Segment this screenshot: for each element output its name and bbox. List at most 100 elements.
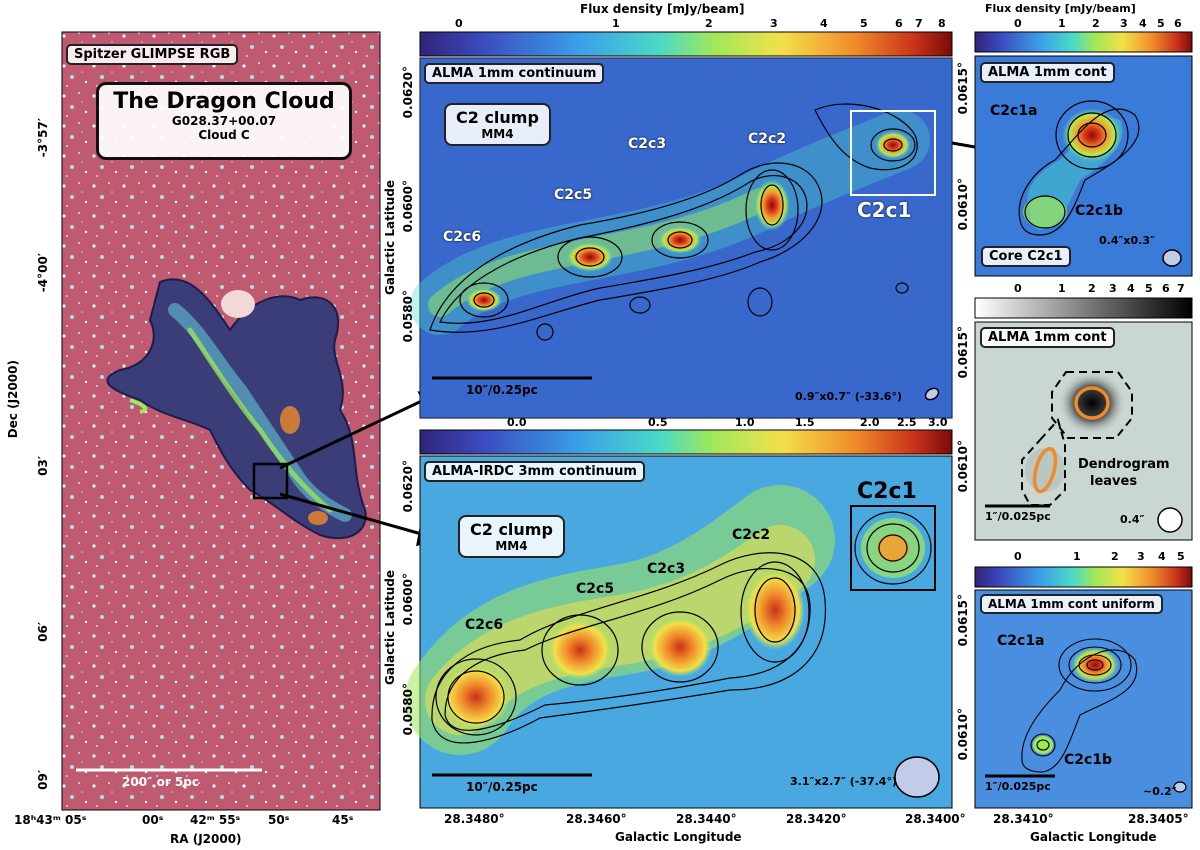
top-cbar-tick: 5 [860, 17, 868, 30]
rt-tag: ALMA 1mm cont [980, 62, 1115, 83]
rt-ytick: 0.0610° [956, 178, 970, 231]
top-ytick: 0.0600° [401, 180, 415, 233]
core3-label-c2c2: C2c2 [732, 527, 771, 543]
top-ylabel: Galactic Latitude [383, 180, 397, 296]
dragon-subtitle2: Cloud C [198, 128, 250, 142]
spitzer-xtick: 50ˢ [268, 813, 290, 827]
spitzer-xtick: 00ˢ [142, 813, 164, 827]
rt-cbar-title: Flux density [mJy/beam] [985, 2, 1136, 15]
rm-ytick: 0.0615° [956, 326, 970, 379]
bottom-xtick: 28.3400° [905, 812, 966, 826]
top-cbar-tick: 3 [770, 17, 778, 30]
rm-cbar-tick: 7 [1177, 282, 1185, 295]
dragon-title-box: The Dragon Cloud G028.37+00.07 Cloud C [96, 82, 352, 160]
spitzer-xtick: 45ˢ [332, 813, 354, 827]
bottom-cbar-tick: 3.0 [928, 416, 948, 429]
bottom-cbar-tick: 1.0 [735, 416, 755, 429]
bottom-clump-title: C2 clump [470, 520, 553, 539]
bottom-clump-box: C2 clump MM4 [458, 515, 565, 558]
top-ytick: 0.0580° [401, 290, 415, 343]
top-cbar-tick: 1 [612, 17, 620, 30]
top-cbar-tick: 6 [895, 17, 903, 30]
rm-cbar-tick: 3 [1109, 282, 1117, 295]
core-label-c2c3: C2c3 [628, 136, 667, 152]
top-clump-sub: MM4 [481, 127, 514, 141]
core3-label-c2c5: C2c5 [576, 581, 615, 597]
right-bottom-panel [974, 566, 1193, 809]
top-cbar-tick: 2 [705, 17, 713, 30]
spitzer-scalebar-label: 200″ or 5pc [122, 775, 199, 789]
rm-scalebar-label: 1″/0.025pc [985, 510, 1051, 523]
rb-ytick: 0.0615° [956, 594, 970, 647]
bottom-cbar-tick: 2.0 [860, 416, 880, 429]
rt-cbar-tick: 1 [1058, 17, 1066, 30]
bottom-cbar-tick: 1.5 [795, 416, 815, 429]
bottom-xtick: 28.3480° [444, 812, 505, 826]
rm-label2: leaves [1090, 474, 1138, 489]
rb-cbar-tick: 2 [1111, 550, 1119, 563]
spitzer-ytick: 09′ [36, 770, 50, 790]
spitzer-xtick: 18ʰ43ᵐ 05ˢ [14, 813, 87, 827]
core3-label-c2c1: C2c1 [857, 479, 917, 504]
spitzer-ylabel: Dec (J2000) [6, 360, 20, 439]
spitzer-tag: Spitzer GLIMPSE RGB [66, 44, 239, 65]
top-cbar-tick: 4 [820, 17, 828, 30]
core3-label-c2c6: C2c6 [465, 617, 504, 633]
rt-cbar-tick: 4 [1139, 17, 1147, 30]
core-label-c2c2: C2c2 [748, 131, 787, 147]
rb-cbar-tick: 1 [1073, 550, 1081, 563]
rt-cbar-tick: 0 [1014, 17, 1022, 30]
alma-1mm-tag: ALMA 1mm continuum [424, 63, 605, 84]
core-label-c2c1: C2c1 [857, 198, 912, 222]
bottom-cbar-tick: 2.5 [897, 416, 917, 429]
bottom-ytick: 0.0620° [401, 460, 415, 513]
rb-cbar-tick: 5 [1177, 550, 1185, 563]
dragon-title: The Dragon Cloud [113, 89, 335, 114]
bottom-xtick: 28.3440° [676, 812, 737, 826]
bottom-xlabel: Galactic Longitude [615, 830, 742, 844]
rb-xtick: 28.3410° [993, 812, 1054, 826]
rm-cbar-tick: 4 [1127, 282, 1135, 295]
rb-beam-label: ~0.2″ [1143, 785, 1177, 798]
alma-3mm-panel [405, 429, 953, 809]
core-label-c2c5: C2c5 [554, 187, 593, 203]
top-ytick: 0.0620° [401, 66, 415, 119]
spitzer-ytick: -4°00′ [36, 253, 50, 293]
rb-xlabel: Galactic Longitude [1030, 830, 1157, 844]
top-cbar-title: Flux density [mJy/beam] [580, 2, 745, 16]
right-mid-panel [974, 297, 1193, 541]
top-cbar-tick: 0 [455, 17, 463, 30]
rb-cbar-tick: 3 [1137, 550, 1145, 563]
rt-ytick: 0.0615° [956, 62, 970, 115]
right-top-panel [974, 31, 1193, 277]
top-cbar-tick: 8 [938, 17, 946, 30]
rt-cbar-tick: 6 [1174, 17, 1182, 30]
bottom-ytick: 0.0600° [401, 573, 415, 626]
rm-cbar-tick: 0 [1014, 282, 1022, 295]
rm-cbar-tick: 2 [1088, 282, 1096, 295]
rm-tag: ALMA 1mm cont [980, 327, 1115, 348]
rm-ytick: 0.0610° [956, 440, 970, 493]
bottom-ylabel: Galactic Latitude [383, 570, 397, 686]
alma-3mm-tag: ALMA-IRDC 3mm continuum [424, 461, 645, 482]
top-beam-label: 0.9″x0.7″ (-33.6°) [795, 390, 902, 403]
rb-core-c2c1b: C2c1b [1064, 752, 1113, 768]
rb-tag: ALMA 1mm cont uniform [980, 594, 1163, 614]
bottom-xtick: 28.3420° [786, 812, 847, 826]
rb-ytick: 0.0610° [956, 708, 970, 761]
core-label-c2c6: C2c6 [443, 229, 482, 245]
rb-cbar-tick: 4 [1158, 550, 1166, 563]
rm-beam-label: 0.4″ [1120, 513, 1145, 526]
rt-beam-label: 0.4″x0.3″ [1099, 234, 1155, 247]
core3-label-c2c3: C2c3 [647, 561, 686, 577]
bottom-xtick: 28.3460° [566, 812, 627, 826]
spitzer-xtick: 42ᵐ 55ˢ [190, 813, 241, 827]
rt-cbar-tick: 3 [1120, 17, 1128, 30]
bottom-beam-label: 3.1″x2.7″ (-37.4°) [790, 775, 897, 788]
top-scalebar-label: 10″/0.25pc [466, 383, 538, 397]
bottom-cbar-tick: 0.5 [648, 416, 668, 429]
top-cbar-tick: 7 [915, 17, 923, 30]
spitzer-ytick: 03′ [36, 456, 50, 476]
rt-cbar-tick: 5 [1157, 17, 1165, 30]
spitzer-ytick: 06′ [36, 622, 50, 642]
